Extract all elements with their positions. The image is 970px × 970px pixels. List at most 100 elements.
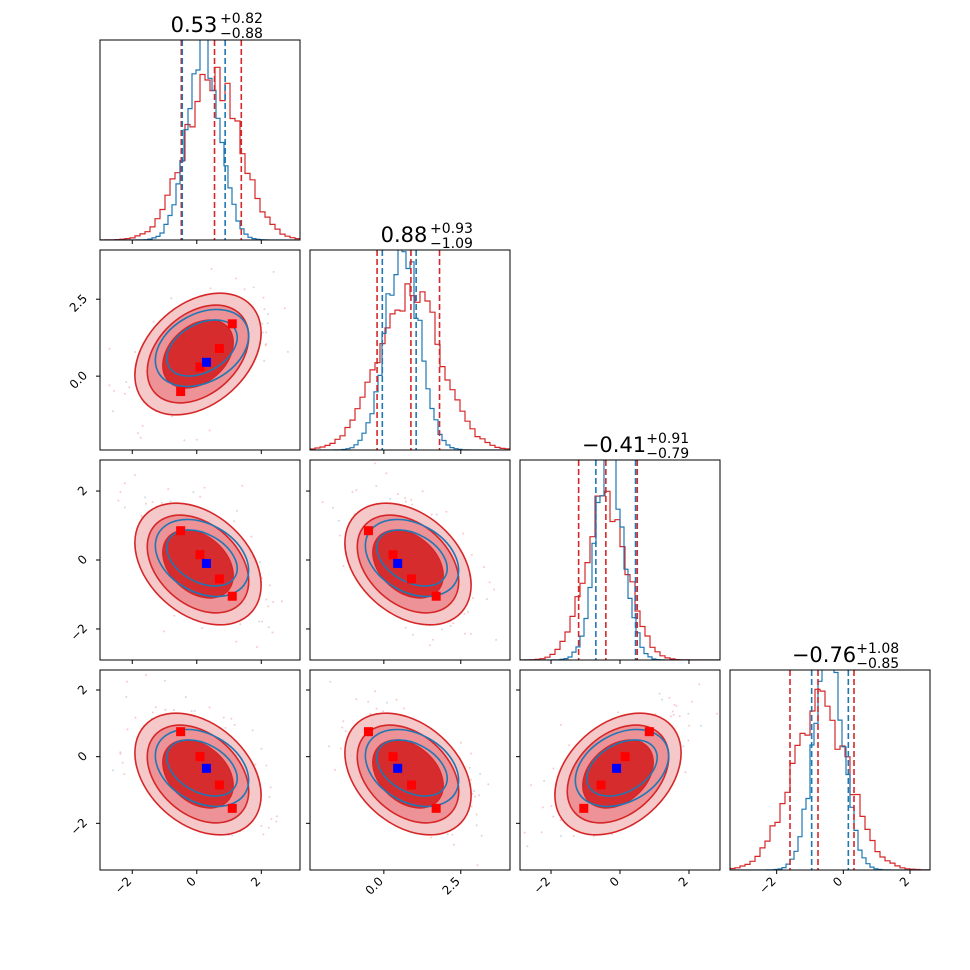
scatter-point [328, 745, 331, 748]
scatter-point [669, 715, 672, 718]
panel-title: 0.88 [381, 223, 428, 247]
scatter-point [269, 786, 272, 789]
scatter-point [552, 815, 555, 818]
scatter-point [485, 598, 488, 601]
scatter-point [469, 632, 472, 635]
scatter-point [254, 763, 257, 766]
scatter-point [342, 565, 345, 568]
scatter-point [446, 833, 449, 836]
scatter-point [452, 843, 455, 846]
scatter-point [265, 331, 268, 334]
blue-marker [393, 558, 403, 568]
scatter-point [275, 820, 278, 823]
scatter-point [410, 498, 413, 501]
x-tick-label: 2 [248, 874, 263, 889]
scatter-point [258, 620, 261, 623]
scatter-point [190, 710, 193, 713]
scatter-point [672, 713, 675, 716]
scatter-point [470, 752, 473, 755]
scatter-point [233, 723, 236, 726]
scatter-point [493, 588, 496, 591]
scatter-point [385, 472, 388, 475]
scatter-point [403, 707, 405, 710]
scatter-point [559, 723, 562, 726]
blue-contour-1 [154, 728, 250, 808]
scatter-point [141, 425, 144, 427]
scatter-point [119, 751, 122, 754]
red-marker [596, 780, 606, 790]
scatter-point [339, 747, 342, 750]
red-contour-3 [162, 319, 234, 389]
red-histogram [730, 688, 930, 870]
scatter-point [452, 622, 455, 625]
scatter-point [404, 626, 407, 629]
scatter-point [382, 710, 384, 713]
scatter-point [224, 726, 227, 729]
scatter-point [488, 581, 491, 584]
red-histogram [520, 490, 720, 660]
scatter-point [121, 761, 124, 764]
scatter-point [259, 561, 262, 564]
scatter-point [341, 726, 344, 729]
scatter-point [260, 747, 263, 750]
blue-contour-2 [376, 739, 448, 797]
scatter-point [241, 484, 244, 487]
scatter-point [344, 730, 347, 733]
scatter-point [266, 313, 269, 316]
y-tick-label: 2 [75, 682, 90, 697]
scatter-point [231, 834, 234, 837]
scatter-point [441, 628, 443, 631]
histogram-frame [99, 39, 301, 241]
scatter-point [479, 773, 482, 775]
scatter-point [209, 287, 212, 290]
scatter-point [552, 767, 555, 770]
scatter-point [671, 710, 674, 713]
scatter-point [688, 724, 691, 727]
scatter-point [170, 297, 173, 300]
scatter-point [239, 623, 242, 626]
scatter-point [471, 792, 474, 795]
scatter-point [355, 698, 358, 701]
scatter-point [463, 613, 466, 615]
panel-title: 0.53 [171, 13, 218, 37]
scatter-point [267, 826, 270, 829]
scatter-point [668, 696, 671, 699]
scatter-point [154, 706, 157, 709]
scatter-point [468, 766, 471, 769]
y-tick-label: 0.0 [67, 368, 90, 391]
scatter-point [151, 711, 154, 714]
scatter-point [267, 626, 270, 629]
panel-frame [99, 669, 301, 871]
scatter-point [495, 638, 498, 641]
scatter-point [480, 834, 483, 837]
scatter-point [412, 633, 414, 636]
red-marker [407, 574, 417, 584]
scatter-point [321, 501, 324, 504]
scatter-point [272, 270, 275, 273]
scatter-point [700, 724, 703, 727]
scatter-point [139, 436, 142, 439]
scatter-point [610, 833, 613, 836]
scatter-point [108, 384, 111, 387]
scatter-point [337, 519, 340, 522]
scatter-point [374, 690, 377, 693]
scatter-point [250, 535, 253, 538]
scatter-point [560, 835, 562, 837]
scatter-point [112, 769, 114, 772]
scatter-point [252, 286, 255, 289]
scatter-point [128, 386, 131, 389]
scatter-point [351, 491, 354, 493]
scatter-point [411, 503, 414, 506]
histogram-frame [729, 669, 931, 871]
scatter-point [133, 474, 136, 477]
red-marker [195, 752, 205, 762]
scatter-point [430, 836, 433, 839]
x-tick-label: 0.0 [363, 874, 386, 897]
scatter-point [119, 752, 122, 755]
scatter-point [698, 683, 701, 686]
red-marker [227, 591, 237, 601]
scatter-point [568, 744, 571, 747]
scatter-point [163, 679, 166, 682]
scatter-point [272, 601, 275, 603]
scatter-point [559, 819, 562, 822]
